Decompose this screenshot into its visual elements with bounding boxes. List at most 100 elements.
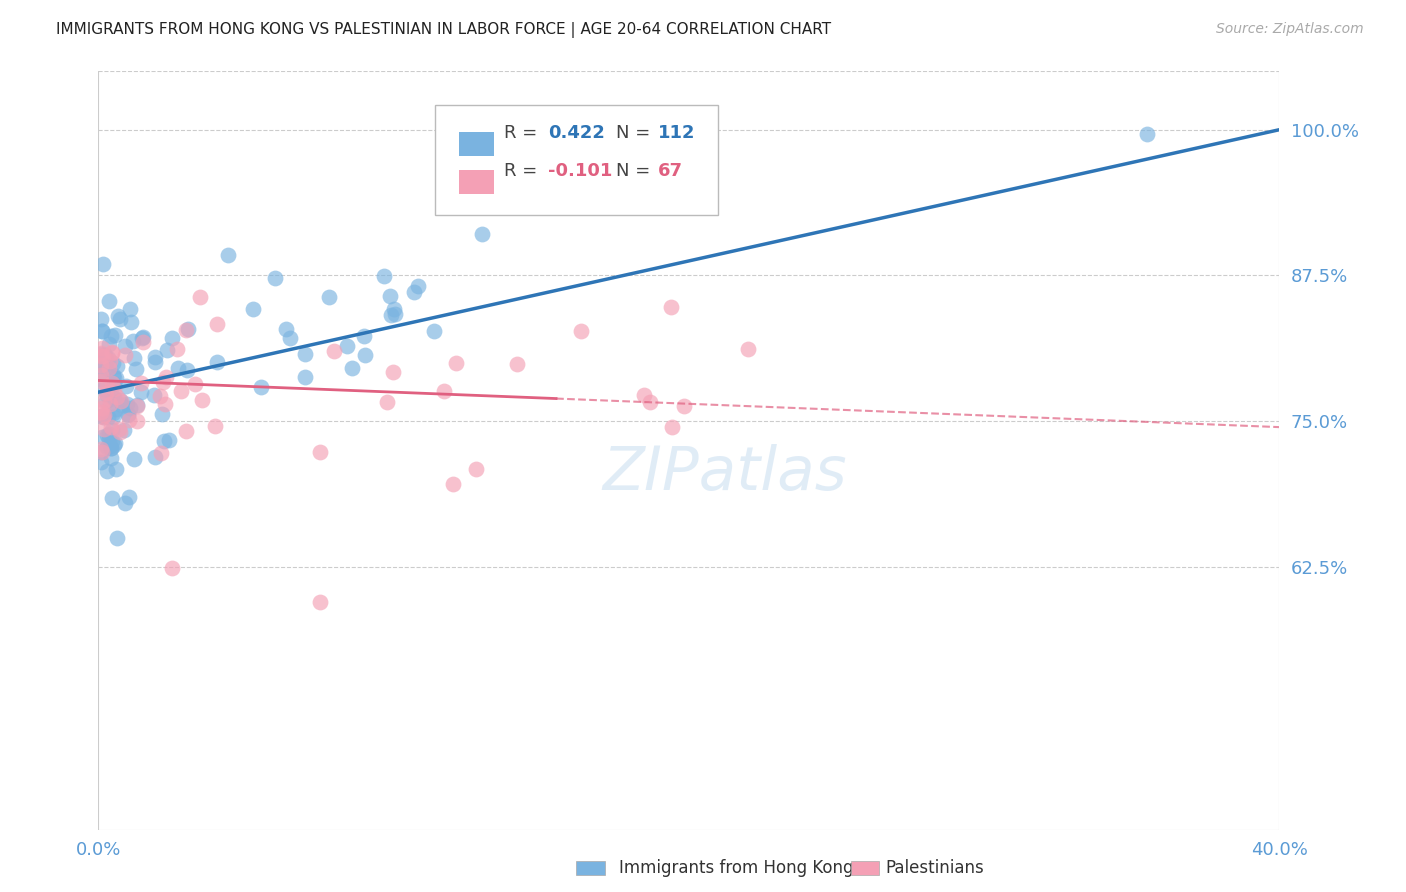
Point bbox=[100, 442, 122, 456]
Point bbox=[91, 257, 114, 271]
Point bbox=[377, 394, 399, 409]
Point bbox=[114, 348, 136, 362]
Point bbox=[90, 368, 112, 383]
Point bbox=[93, 382, 115, 396]
Point bbox=[96, 360, 118, 375]
Point bbox=[294, 370, 316, 384]
Point bbox=[100, 423, 122, 437]
Point bbox=[104, 462, 127, 476]
Point bbox=[108, 311, 131, 326]
Point bbox=[353, 329, 375, 343]
Point bbox=[125, 362, 148, 376]
Point bbox=[101, 356, 124, 370]
Point bbox=[153, 397, 176, 411]
Point bbox=[108, 392, 131, 407]
Point bbox=[174, 323, 197, 337]
Point bbox=[105, 359, 128, 373]
Point bbox=[242, 301, 264, 316]
Point bbox=[96, 464, 118, 478]
Bar bbox=[458, 169, 494, 194]
Point bbox=[90, 312, 112, 326]
Point bbox=[100, 345, 122, 359]
Point bbox=[125, 398, 148, 412]
Point bbox=[90, 409, 112, 424]
Point bbox=[90, 367, 112, 381]
Point bbox=[93, 422, 115, 436]
Text: Palestinians: Palestinians bbox=[886, 859, 984, 877]
Point bbox=[638, 394, 661, 409]
Point bbox=[176, 362, 198, 376]
Point bbox=[433, 384, 456, 398]
Text: Source: ZipAtlas.com: Source: ZipAtlas.com bbox=[1216, 22, 1364, 37]
Point bbox=[423, 324, 446, 338]
Point bbox=[105, 531, 128, 545]
Point bbox=[380, 308, 402, 322]
Point bbox=[96, 387, 118, 401]
Point bbox=[114, 496, 136, 510]
Point bbox=[90, 445, 112, 459]
Point bbox=[120, 301, 142, 316]
Point bbox=[149, 389, 172, 403]
Point bbox=[98, 354, 121, 368]
Point bbox=[373, 268, 395, 283]
Text: N =: N = bbox=[616, 161, 655, 179]
Point bbox=[471, 227, 494, 241]
Point bbox=[97, 336, 120, 351]
Point bbox=[93, 349, 115, 363]
Point bbox=[111, 398, 134, 412]
Point bbox=[132, 335, 155, 350]
Point bbox=[103, 370, 125, 384]
Text: 67: 67 bbox=[658, 161, 683, 179]
Point bbox=[101, 376, 124, 391]
Point bbox=[156, 343, 179, 357]
Point bbox=[318, 289, 340, 303]
Point bbox=[205, 355, 228, 369]
Point bbox=[132, 329, 155, 343]
Text: -0.101: -0.101 bbox=[548, 161, 613, 179]
Text: 0.422: 0.422 bbox=[548, 124, 605, 142]
Point bbox=[98, 439, 121, 453]
Point bbox=[131, 385, 153, 400]
Point bbox=[100, 441, 122, 455]
Point bbox=[127, 400, 149, 414]
Point bbox=[90, 346, 112, 360]
Point bbox=[105, 390, 128, 404]
Point bbox=[115, 396, 138, 410]
Text: ZIPatlas: ZIPatlas bbox=[602, 443, 846, 503]
Point bbox=[108, 422, 131, 436]
Point bbox=[250, 380, 273, 394]
Point bbox=[160, 330, 183, 344]
Point bbox=[122, 452, 145, 467]
Point bbox=[90, 347, 112, 361]
Point bbox=[444, 356, 467, 370]
Point bbox=[103, 376, 125, 391]
Point bbox=[122, 351, 145, 365]
Point bbox=[152, 375, 174, 389]
Point bbox=[90, 358, 112, 372]
Point bbox=[100, 329, 122, 343]
Point bbox=[174, 425, 197, 439]
Point bbox=[162, 561, 183, 575]
Point bbox=[103, 438, 125, 452]
Point bbox=[309, 595, 332, 609]
Point bbox=[96, 379, 118, 393]
Point bbox=[117, 408, 139, 422]
Point bbox=[506, 358, 529, 372]
Point bbox=[127, 414, 149, 428]
Point bbox=[103, 410, 125, 425]
Text: 112: 112 bbox=[658, 124, 696, 142]
Point bbox=[122, 334, 145, 349]
Point bbox=[100, 420, 122, 434]
Point bbox=[120, 401, 142, 415]
Point bbox=[100, 450, 122, 465]
Point bbox=[322, 343, 344, 358]
Point bbox=[118, 490, 141, 504]
Point bbox=[98, 293, 121, 308]
Point bbox=[1136, 128, 1159, 142]
Point bbox=[378, 289, 401, 303]
Point bbox=[354, 348, 377, 362]
Point bbox=[91, 401, 114, 415]
Point bbox=[143, 450, 166, 465]
Point bbox=[114, 379, 136, 393]
Bar bbox=[458, 132, 494, 156]
